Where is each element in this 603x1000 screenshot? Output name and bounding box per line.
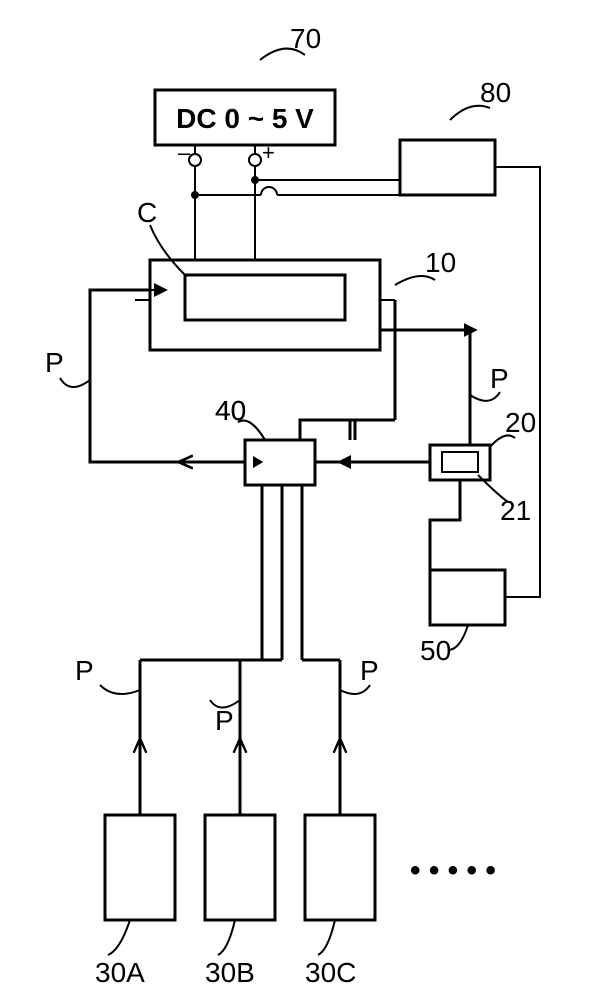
label-P-4: P: [215, 705, 234, 736]
ref-20: 20: [505, 407, 536, 438]
ref-30B: 30B: [205, 957, 255, 988]
pipe-20-to-50: [430, 480, 460, 570]
ref-50: 50: [420, 635, 451, 666]
pos-terminal: [249, 154, 261, 166]
label-P-5: P: [360, 655, 379, 686]
dots: • • • • •: [410, 854, 496, 887]
leader-C: [150, 225, 185, 275]
ref-80: 80: [480, 77, 511, 108]
wire-pos-80: [255, 166, 400, 180]
controller-box: [400, 140, 495, 195]
label-P-3: P: [75, 655, 94, 686]
neg-label: –: [178, 140, 191, 165]
power-supply-text: DC 0 ~ 5 V: [176, 103, 314, 134]
ref-70: 70: [290, 23, 321, 54]
label-P-1: P: [45, 347, 64, 378]
tank-A: [105, 815, 175, 920]
pipe-40-to-10: [90, 290, 245, 462]
ref-10: 10: [425, 247, 456, 278]
tank-C: [305, 815, 375, 920]
separator-outer: [430, 445, 490, 480]
svg-text:40: 40: [215, 395, 246, 426]
neg-terminal: [189, 154, 201, 166]
ref-30C: 30C: [305, 957, 356, 988]
label-P-2: P: [490, 363, 509, 394]
tank-B: [205, 815, 275, 920]
cell-inner: [185, 275, 345, 320]
ref-21: 21: [500, 495, 531, 526]
separator-inner: [442, 452, 478, 472]
pos-label: +: [262, 140, 275, 165]
ref-30A: 30A: [95, 957, 145, 988]
pump-box: [430, 570, 505, 625]
label-C: C: [137, 197, 157, 228]
